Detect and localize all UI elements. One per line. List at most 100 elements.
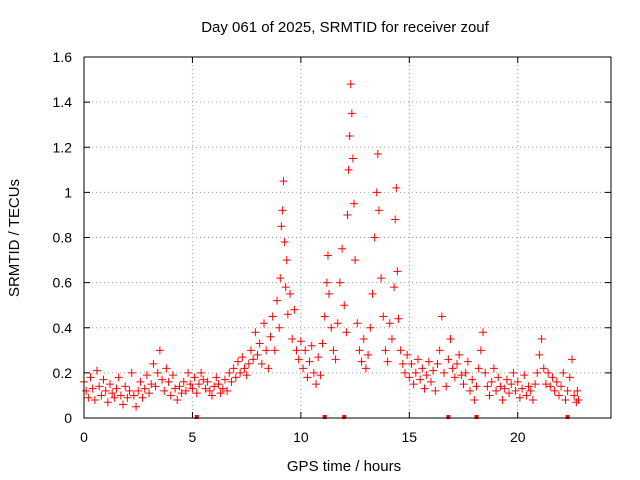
data-point (160, 386, 169, 395)
data-point (168, 371, 177, 380)
data-point (318, 339, 327, 348)
data-point (86, 373, 95, 382)
data-point (422, 371, 431, 380)
data-point (528, 395, 537, 404)
data-point (379, 312, 388, 321)
data-point (286, 289, 295, 298)
data-point (99, 375, 108, 384)
y-tick-label: 0.4 (53, 320, 73, 336)
data-point (331, 355, 340, 364)
data-point (278, 206, 287, 215)
data-point (229, 364, 238, 373)
data-point (489, 364, 498, 373)
gap-marker (342, 415, 347, 419)
data-point (573, 386, 582, 395)
data-point (249, 355, 258, 364)
gap-marker (446, 415, 451, 419)
data-point (194, 380, 203, 389)
data-point (383, 357, 392, 366)
data-point (479, 328, 488, 337)
data-point (145, 389, 154, 398)
data-point (548, 373, 557, 382)
data-point (513, 377, 522, 386)
data-point (175, 382, 184, 391)
data-point (97, 391, 106, 400)
x-tick-label: 20 (510, 429, 526, 445)
data-point (236, 368, 245, 377)
data-point (190, 373, 199, 382)
data-point (155, 346, 164, 355)
data-point (329, 346, 338, 355)
data-point (552, 377, 561, 386)
data-point (192, 389, 201, 398)
x-tick-label: 10 (293, 429, 309, 445)
data-point (210, 382, 219, 391)
data-point (282, 256, 291, 265)
data-point (110, 393, 119, 402)
data-point (125, 386, 134, 395)
data-point (166, 391, 175, 400)
data-point (567, 355, 576, 364)
data-point (437, 312, 446, 321)
data-point (498, 395, 507, 404)
data-point (119, 400, 128, 409)
data-point (325, 289, 334, 298)
data-point (413, 355, 422, 364)
data-point (353, 319, 362, 328)
data-point (505, 389, 514, 398)
plot-frame (83, 56, 612, 419)
data-point (225, 368, 234, 377)
data-point (116, 391, 125, 400)
data-point (502, 375, 511, 384)
data-point (231, 373, 240, 382)
data-point (361, 364, 370, 373)
data-point (268, 312, 277, 321)
data-point (511, 386, 520, 395)
data-point (370, 233, 379, 242)
data-point (233, 357, 242, 366)
data-point (255, 339, 264, 348)
data-point (244, 359, 253, 368)
data-point (253, 350, 262, 359)
data-point (142, 371, 151, 380)
data-point (357, 357, 366, 366)
data-point (394, 314, 403, 323)
data-point (181, 386, 190, 395)
data-point (444, 355, 453, 364)
data-point (500, 384, 509, 393)
data-point (335, 278, 344, 287)
data-point (307, 341, 316, 350)
data-point (396, 346, 405, 355)
data-point (127, 368, 136, 377)
data-point (320, 312, 329, 321)
data-point (470, 395, 479, 404)
data-point (240, 364, 249, 373)
data-point (281, 283, 290, 292)
data-point (136, 377, 145, 386)
data-point (344, 165, 353, 174)
data-point (385, 319, 394, 328)
data-point (544, 368, 553, 377)
chart-title: Day 061 of 2025, SRMTID for receiver zou… (201, 19, 489, 36)
y-tick-label: 0.8 (53, 230, 73, 246)
data-point (364, 350, 373, 359)
data-point (323, 251, 332, 260)
data-point (345, 131, 354, 140)
data-point (366, 323, 375, 332)
gap-markers (194, 415, 570, 419)
axis-tick-labels: 0 0.2 0.4 0.6 0.8 1 1.2 1.4 1.6 0 5 10 15 20 (53, 49, 526, 445)
data-point (520, 371, 529, 380)
y-tick-label: 0.2 (53, 365, 73, 381)
data-point (533, 368, 542, 377)
data-point (95, 382, 104, 391)
data-point (448, 364, 457, 373)
data-point (199, 375, 208, 384)
gap-marker (474, 415, 479, 419)
data-point (431, 386, 440, 395)
data-point (283, 310, 292, 319)
grid-lines (84, 57, 611, 418)
data-point (515, 393, 524, 402)
data-point (273, 296, 282, 305)
data-point (381, 346, 390, 355)
data-point (492, 386, 501, 395)
